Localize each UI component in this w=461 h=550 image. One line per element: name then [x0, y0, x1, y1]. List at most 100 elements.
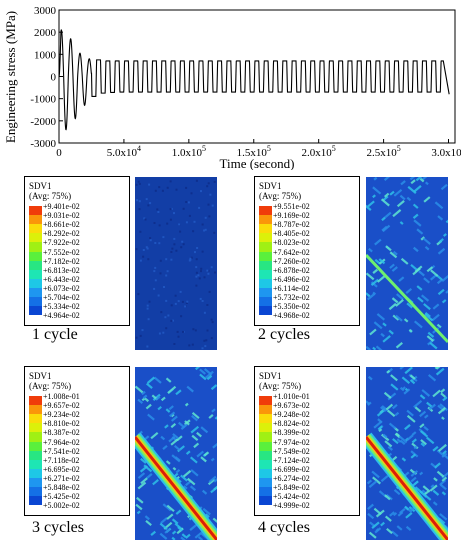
legend-swatch [259, 450, 272, 460]
contour-speckle [207, 203, 210, 206]
contour-speckle [182, 207, 185, 210]
contour-patch [175, 389, 182, 396]
contour-speckle [146, 247, 149, 250]
contour-patch [160, 435, 166, 441]
contour-map [366, 367, 448, 540]
contour-speckle [156, 208, 159, 211]
contour-patch [439, 513, 448, 521]
cycle-caption: 3 cycles [32, 519, 84, 536]
contour-patch [376, 313, 385, 321]
contour-patch [169, 411, 176, 418]
contour-patch [413, 185, 422, 193]
contour-patch [180, 423, 188, 430]
contour-patch [408, 328, 413, 333]
contour-patch [172, 467, 177, 471]
legend-swatch [29, 287, 42, 298]
contour-patch [412, 480, 419, 487]
legend-value: +6.496e-02 [273, 274, 310, 284]
legend-swatch [259, 459, 272, 470]
legend-swatch [29, 206, 42, 216]
legend-swatch [29, 450, 42, 460]
contour-patch [369, 328, 377, 336]
contour-speckle [158, 242, 161, 245]
contour-patch [366, 272, 375, 281]
contour-patch [210, 384, 217, 391]
legend-swatch [29, 414, 42, 424]
contour-patch [394, 411, 400, 417]
contour-panel-3-cycles: SDV1 (Avg: 75%) +1.008e-01 +9.657e-02 +9.234… [0, 362, 230, 550]
contour-speckle [189, 257, 192, 260]
legend-swatch [29, 405, 42, 415]
contour-patch [213, 475, 217, 483]
contour-speckle [187, 201, 190, 204]
contour-patch [399, 367, 408, 370]
contour-speckle [170, 207, 173, 210]
legend-swatch [29, 477, 42, 488]
contour-speckle [184, 305, 187, 308]
contour-speckle [173, 212, 175, 215]
contour-patch [199, 368, 206, 375]
contour-patch [393, 188, 403, 197]
contour-speckle [211, 321, 214, 324]
contour-patch [155, 395, 161, 401]
shear-band [366, 436, 448, 540]
legend-value: +7.260e-02 [273, 256, 310, 266]
contour-speckle [170, 258, 173, 261]
contour-patch [391, 297, 399, 304]
x-tick-label: 1.5x105 [237, 144, 271, 159]
contour-patch [171, 454, 181, 463]
contour-speckle [206, 304, 209, 306]
contour-patch [419, 471, 424, 476]
contour-speckle [195, 271, 198, 274]
legend-value: +6.813e-02 [43, 265, 80, 275]
contour-patch [172, 433, 179, 440]
contour-patch [389, 263, 395, 269]
contour-patch [432, 389, 441, 398]
contour-patch [159, 532, 168, 540]
contour-speckle [205, 339, 208, 342]
contour-patch [442, 450, 447, 455]
contour-patch [389, 511, 395, 517]
legend-value: +6.878e-02 [273, 265, 310, 275]
contour-speckle [153, 287, 156, 290]
contour-patch [141, 390, 146, 396]
contour-patch [414, 265, 423, 273]
x-tick-label: 2.5x105 [366, 144, 400, 159]
contour-patch [380, 332, 385, 338]
legend-value: +9.401e-02 [43, 202, 80, 211]
contour-speckle [180, 246, 183, 249]
contour-patch [439, 479, 447, 486]
contour-speckle [181, 300, 184, 303]
contour-patch [399, 194, 406, 201]
contour-patch [380, 521, 385, 527]
contour-patch [381, 405, 390, 413]
legend-swatch [29, 459, 42, 470]
contour-patch [212, 517, 217, 525]
contour-patch [423, 425, 429, 432]
contour-patch [437, 215, 444, 221]
contour-speckle [200, 190, 202, 193]
contour-speckle [198, 277, 201, 280]
contour-patch [372, 346, 377, 350]
contour-field [135, 177, 217, 350]
legend-value: +5.002e-02 [43, 501, 80, 511]
contour-patch [395, 298, 404, 307]
contour-patch [195, 367, 203, 371]
contour-patch [437, 443, 447, 452]
contour-patch [372, 476, 382, 485]
contour-patch [401, 457, 407, 462]
contour-patch [410, 453, 417, 459]
legend-value: +6.443e-02 [43, 274, 80, 284]
legend-swatch [259, 215, 272, 225]
contour-speckle [144, 218, 147, 221]
contour-patch [383, 391, 392, 399]
contour-speckle [149, 202, 152, 205]
contour-speckle [195, 275, 198, 278]
contour-patch [147, 413, 155, 421]
contour-patch [183, 485, 188, 490]
legend-swatch [259, 260, 272, 270]
contour-patch [382, 322, 387, 327]
y-axis-label: Engineering stress (MPa) [3, 11, 18, 143]
contour-patch [177, 526, 183, 532]
contour-speckle [213, 231, 216, 234]
